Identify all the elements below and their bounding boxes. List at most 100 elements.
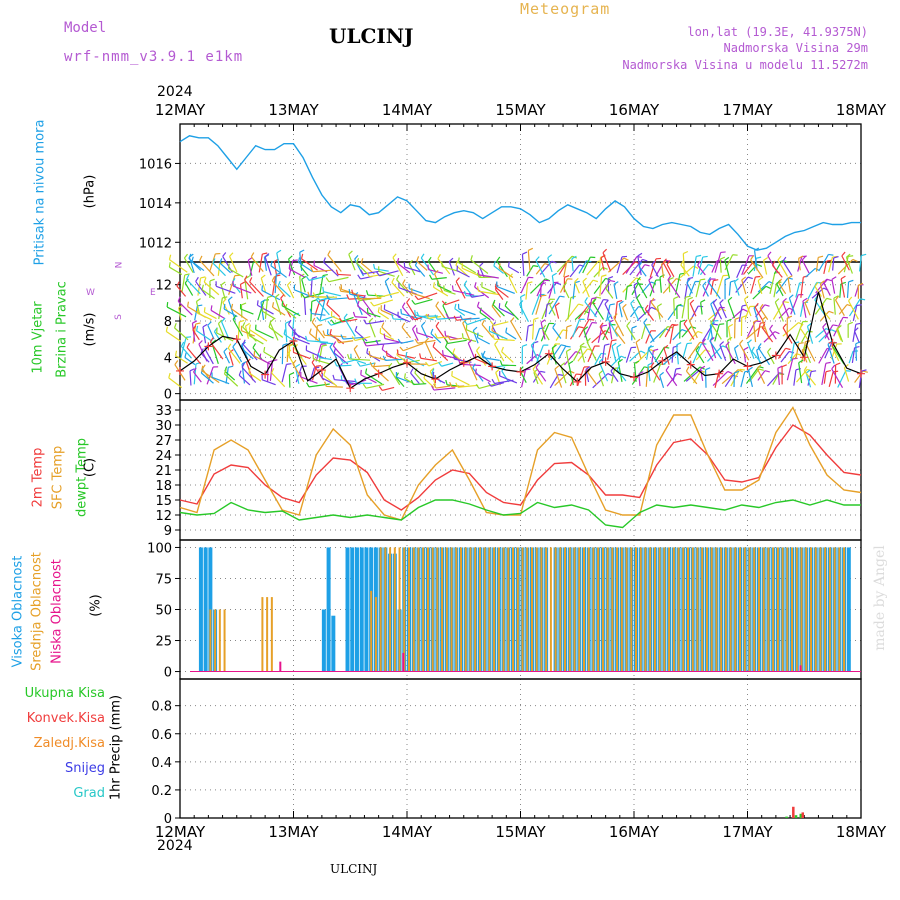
- mid-cloud-bar: [649, 547, 652, 672]
- wind-barb-flag: [307, 291, 311, 297]
- mid-cloud-bar: [493, 547, 496, 672]
- wind-barb: [605, 288, 614, 299]
- wind-barb: [719, 259, 722, 273]
- wind-barb-flag: [444, 330, 447, 336]
- wind-barb-flag: [300, 253, 304, 259]
- wind-barb: [854, 330, 860, 344]
- wind-barb-flag: [620, 355, 626, 359]
- wind-barb-flag: [292, 259, 298, 262]
- wind-barb: [284, 308, 297, 319]
- wind-barb-flag: [685, 295, 691, 298]
- wind-barb-flag: [372, 362, 376, 368]
- wind-barb: [288, 260, 294, 277]
- wind-barb-flag: [798, 342, 804, 345]
- mid-cloud-bar: [824, 547, 827, 672]
- wind-barb-flag: [479, 307, 482, 313]
- wind-barb: [443, 289, 456, 295]
- wind-barb: [443, 354, 462, 361]
- mid-cloud-bar: [223, 609, 226, 672]
- compass-e: E: [150, 288, 156, 298]
- wind-barb: [622, 277, 637, 293]
- wind-barb-flag: [592, 298, 597, 304]
- wind-barb: [259, 358, 273, 366]
- wind-barb-flag: [402, 279, 406, 285]
- wind-barb: [229, 256, 238, 273]
- wind-barb: [630, 303, 640, 322]
- x-tick-label-top: 14MAY: [382, 101, 433, 119]
- mid-cloud-bar: [616, 547, 619, 672]
- wind-barb: [363, 270, 380, 275]
- altitude-text: Nadmorska Visina 29m: [723, 41, 869, 55]
- wind-barb-flag: [777, 365, 783, 369]
- wind-barb: [360, 374, 377, 384]
- wind-barb-flag: [326, 299, 330, 305]
- wind-barb: [191, 261, 205, 272]
- wind-barb: [232, 285, 252, 294]
- wind-barb-flag: [334, 361, 338, 367]
- wind-barb-flag: [248, 330, 251, 336]
- mid-cloud-bar: [218, 609, 221, 672]
- wind-barb-flag: [248, 367, 251, 373]
- wind-barb-flag: [659, 371, 665, 376]
- wind-barb-flag: [316, 316, 321, 322]
- wind-barb: [610, 370, 619, 383]
- wind-barb-flag: [327, 250, 331, 256]
- wind-barb-flag: [739, 339, 744, 345]
- mid-cloud-bar: [734, 547, 737, 672]
- temp-tick-label: 9: [164, 524, 172, 539]
- wind-barb-flag: [271, 302, 275, 308]
- wind-barb-flag: [467, 339, 473, 344]
- year-top: 2024: [157, 84, 193, 100]
- wind-barb-flag: [455, 382, 459, 388]
- wind-barb: [653, 363, 661, 383]
- low-cloud-bar: [402, 652, 405, 672]
- wind-barb-flag: [267, 360, 273, 363]
- mid-cloud-bar: [809, 547, 812, 672]
- wind-barb: [228, 352, 234, 366]
- wind-barb: [831, 345, 840, 362]
- wind-barb: [504, 305, 519, 321]
- wind-barb: [750, 259, 764, 279]
- wind-barb-flag: [176, 281, 180, 287]
- wind-barb-flag: [683, 250, 689, 255]
- mid-cloud-bar: [379, 547, 382, 672]
- wind-barb-flag: [710, 300, 715, 305]
- wind-barb-flag: [309, 308, 313, 314]
- wind-barb-flag: [724, 256, 730, 261]
- wind-barb-flag: [554, 365, 560, 370]
- wind-barb-flag: [609, 279, 616, 283]
- wind-barb-flag: [189, 368, 195, 372]
- wind-barb-flag: [798, 359, 804, 364]
- wind-barb: [651, 264, 659, 278]
- wind-barb-flag: [305, 335, 308, 341]
- mid-cloud-bar: [724, 547, 727, 672]
- mid-cloud-bar: [568, 547, 571, 672]
- wind-barb-flag: [528, 324, 534, 327]
- mid-cloud-bar: [436, 547, 439, 672]
- wind-barb: [396, 262, 411, 274]
- wind-barb-flag: [430, 328, 434, 334]
- mid-cloud-bar: [705, 547, 708, 672]
- wind-barb-flag: [269, 318, 275, 323]
- wind-barb: [169, 259, 188, 273]
- wind-barb: [306, 340, 329, 343]
- wind-barb: [824, 342, 833, 359]
- wind-barb-flag: [665, 365, 670, 371]
- wind-barb-flag: [249, 277, 253, 283]
- wind-barb: [582, 279, 594, 294]
- wind-barb: [747, 342, 755, 359]
- mid-cloud-bar: [611, 547, 614, 672]
- wind-barb-flag: [650, 297, 655, 303]
- wind-barb-flag: [528, 247, 534, 252]
- mid-cloud-bar: [209, 609, 212, 672]
- wind-barb: [782, 322, 799, 337]
- wind-barb-flag: [432, 341, 436, 347]
- wind-barb: [413, 383, 427, 386]
- wind-barb: [441, 362, 454, 367]
- wind-barb-flag: [493, 260, 496, 267]
- wind-barb: [519, 303, 530, 323]
- wind-barb-flag: [429, 274, 433, 280]
- wind-barb-flag: [287, 349, 292, 355]
- wind-barb-flag: [329, 342, 334, 348]
- wind-barb-flag: [283, 329, 286, 335]
